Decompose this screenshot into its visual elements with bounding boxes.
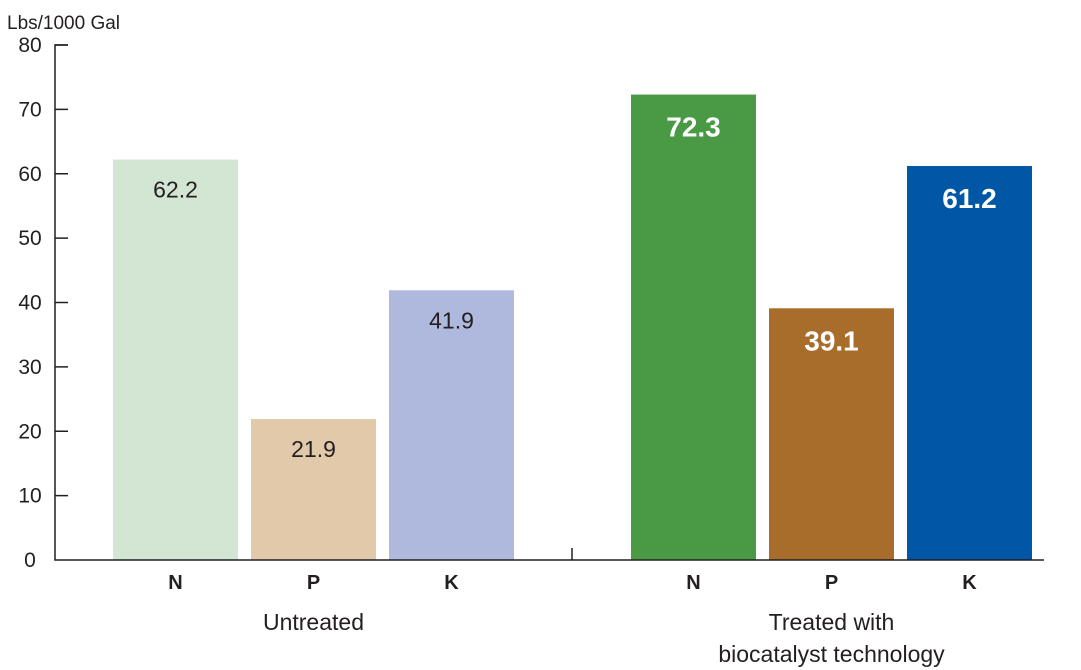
- bar: [631, 94, 756, 560]
- bar: [251, 419, 376, 560]
- category-label: N: [168, 572, 182, 594]
- group-label: Treated with: [769, 609, 895, 635]
- y-axis-ticks: 0 10 20 30 40 50 60 70 80: [18, 34, 68, 572]
- bars: [113, 94, 1032, 560]
- y-tick-label: 40: [18, 292, 41, 315]
- y-tick-label: 20: [18, 420, 41, 443]
- category-label: K: [444, 572, 459, 594]
- y-tick-label: 50: [18, 227, 41, 250]
- y-tick-label: 80: [18, 34, 41, 57]
- y-tick-label: 70: [18, 98, 41, 121]
- axis-lines: [54, 44, 1044, 561]
- y-tick-label: 60: [18, 163, 41, 186]
- y-tick-label: 10: [18, 485, 41, 508]
- group-label: biocatalyst technology: [718, 641, 945, 667]
- bar-value-label: 72.3: [666, 112, 721, 143]
- bar-value-label: 21.9: [291, 436, 336, 462]
- bar: [113, 159, 238, 560]
- y-tick-label: 0: [24, 549, 36, 572]
- bar-value-label: 61.2: [942, 183, 997, 214]
- category-label: K: [962, 572, 977, 594]
- bar: [769, 308, 894, 560]
- value-labels: 62.2 21.9 41.9 72.3 39.1 61.2: [153, 112, 997, 462]
- bar: [907, 166, 1032, 560]
- group-labels: Untreated Treated with biocatalyst technol…: [263, 609, 945, 667]
- y-axis-label: Lbs/1000 Gal: [7, 13, 120, 34]
- bar: [389, 290, 514, 560]
- category-label: P: [307, 572, 320, 594]
- category-label: N: [686, 572, 700, 594]
- y-tick-label: 30: [18, 356, 41, 379]
- bar-value-label: 62.2: [153, 177, 198, 203]
- category-label: P: [825, 572, 838, 594]
- bar-value-label: 41.9: [429, 307, 474, 333]
- group-label: Untreated: [263, 609, 364, 635]
- bar-value-label: 39.1: [804, 325, 859, 356]
